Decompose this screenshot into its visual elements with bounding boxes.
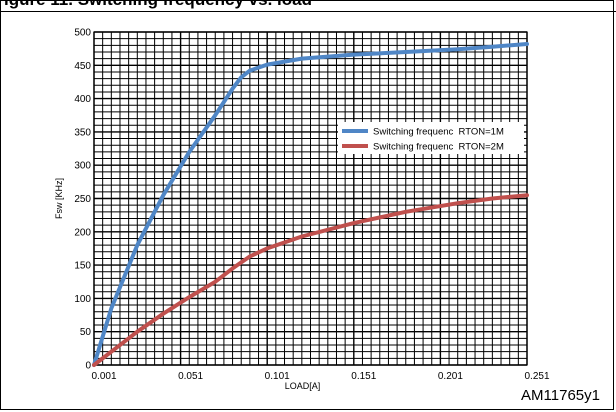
y-tick-label: 100	[74, 294, 91, 305]
legend-label: Switching frequenc RTON=1M	[373, 127, 504, 138]
y-tick-labels: 0 50 100 150 200 250 300 350 400 450 500	[74, 28, 91, 372]
figure-title: igure 11. Switching frequency vs. load	[4, 0, 312, 10]
x-tick-label: 0.201	[438, 371, 463, 382]
y-tick-label: 400	[74, 94, 91, 105]
x-tick-label: 0.001	[91, 371, 116, 382]
y-tick-label: 500	[74, 28, 91, 39]
series-lines	[92, 42, 529, 367]
plot-border	[93, 31, 528, 366]
y-tick-label: 450	[74, 61, 91, 72]
legend-label: Switching frequenc RTON=2M	[373, 142, 504, 153]
x-axis-label: LOAD[A]	[285, 381, 321, 391]
y-tick-label: 50	[80, 327, 92, 338]
x-tick-label: 0.101	[265, 371, 290, 382]
title-divider	[0, 11, 616, 12]
y-tick-label: 300	[74, 161, 91, 172]
x-tick-label: 0.251	[524, 371, 549, 382]
y-tick-label: 0	[85, 361, 91, 372]
series-line	[92, 42, 529, 367]
y-tick-label: 350	[74, 127, 91, 138]
legend: Switching frequenc RTON=1M Switching freq…	[338, 122, 524, 154]
y-tick-label: 200	[74, 227, 91, 238]
y-tick-label: 150	[74, 261, 91, 272]
x-tick-label: 0.151	[351, 371, 376, 382]
figure-title-strip: igure 11. Switching frequency vs. load	[0, 0, 616, 12]
x-tick-label: 0.051	[178, 371, 203, 382]
y-tick-label: 250	[74, 194, 91, 205]
x-tick-labels: 0.001 0.051 0.101 0.151 0.201 0.251	[91, 371, 549, 382]
figure-id-label: AM11765y1	[521, 387, 600, 404]
y-axis-label: Fsw [KHz]	[54, 178, 64, 219]
legend-items: Switching frequenc RTON=1M Switching freq…	[342, 127, 504, 153]
series-line	[92, 193, 529, 367]
legend-box	[338, 122, 524, 154]
